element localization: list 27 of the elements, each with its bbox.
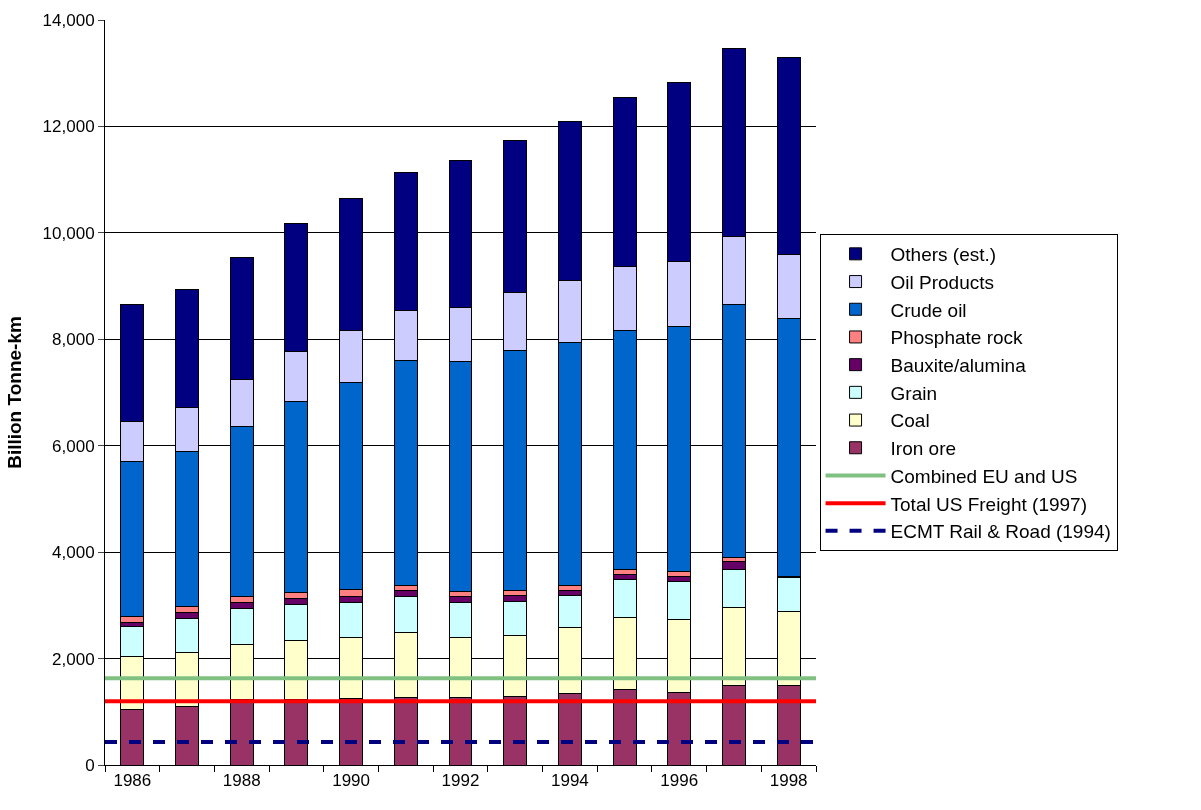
legend-label: Oil Products — [890, 271, 995, 293]
legend-label: Total US Freight (1997) — [890, 493, 1087, 515]
x-tick-label: 1998 — [769, 771, 808, 791]
y-tick-label: 2,000 — [52, 649, 95, 669]
legend-label: Grain — [890, 382, 938, 404]
x-tick-label: 1986 — [113, 771, 152, 791]
y-tick-label: 14,000 — [42, 10, 95, 30]
x-tick-label: 1990 — [332, 771, 371, 791]
legend-label: Crude oil — [890, 299, 967, 321]
y-tick-label: 8,000 — [52, 330, 95, 350]
x-tick-label: 1992 — [441, 771, 480, 791]
y-tick-label: 12,000 — [42, 117, 95, 137]
y-tick-label: 10,000 — [42, 223, 95, 243]
x-tick-label: 1988 — [222, 771, 261, 791]
legend-label: Others (est.) — [890, 244, 997, 266]
y-tick-label: 0 — [85, 755, 95, 775]
legend-label: Phosphate rock — [890, 327, 1024, 349]
y-tick-label: 6,000 — [52, 436, 95, 456]
legend-label: Combined EU and US — [890, 465, 1078, 487]
y-axis-title: Billion Tonne-km — [4, 316, 26, 469]
legend-label: ECMT Rail & Road (1994) — [890, 521, 1111, 543]
x-tick-label: 1994 — [550, 771, 589, 791]
legend-label: Coal — [890, 410, 930, 432]
legend-label: Iron ore — [890, 438, 957, 460]
legend-label: Bauxite/alumina — [890, 355, 1027, 377]
x-tick-label: 1996 — [660, 771, 699, 791]
y-tick-label: 4,000 — [52, 543, 95, 563]
